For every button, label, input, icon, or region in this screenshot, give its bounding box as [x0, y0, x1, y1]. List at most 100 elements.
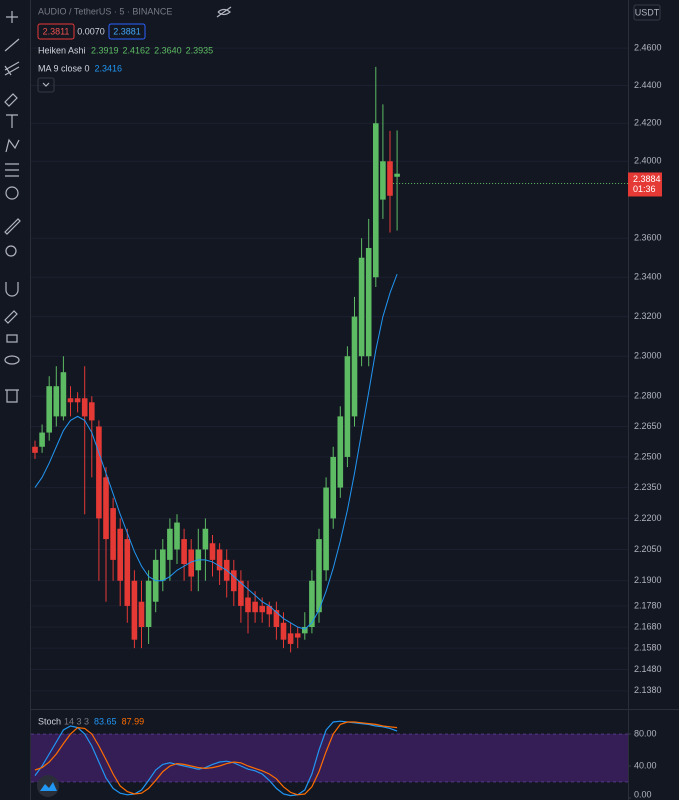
sell-box[interactable]	[37, 23, 75, 40]
candle-body	[174, 522, 180, 550]
logo[interactable]	[37, 775, 59, 797]
fib-tool[interactable]	[4, 61, 20, 76]
candle-body	[245, 597, 251, 613]
buy-box[interactable]	[108, 23, 146, 40]
candle-body	[181, 539, 187, 565]
candle-body	[131, 580, 138, 640]
candle-body	[46, 386, 52, 433]
y-tick-label: 2.3000	[634, 351, 662, 361]
y-tick-label: 2.1680	[634, 621, 662, 631]
zoom-tool[interactable]	[5, 245, 17, 257]
y-tick-label: 2.1900	[634, 575, 662, 585]
candle-body	[60, 372, 67, 417]
candle-body	[124, 539, 131, 606]
y-tick-label: 2.2500	[634, 451, 662, 461]
countdown: 01:36	[633, 184, 656, 194]
y-tick-label: 2.2650	[634, 421, 662, 431]
candle-body	[323, 487, 329, 571]
y-tick-label: 2.1380	[634, 685, 662, 695]
ma-line	[34, 273, 398, 630]
candle-body	[188, 549, 194, 577]
price-tag	[628, 172, 662, 197]
y-tick-label: 2.2350	[634, 482, 662, 492]
ma-name: MA 9 close 0	[38, 63, 90, 73]
stay-drawing-tool[interactable]	[4, 310, 18, 324]
candle-body	[266, 605, 273, 615]
stoch-line	[34, 720, 398, 797]
candle-body	[238, 580, 244, 606]
sell-price: 2.3811	[43, 26, 70, 36]
candle-body	[394, 173, 400, 177]
candle-body	[387, 161, 393, 196]
candle-body	[110, 508, 116, 560]
ohlc-value: 2.3935	[186, 45, 214, 55]
candle-body	[67, 398, 74, 403]
candle-body	[365, 247, 372, 357]
ohlc-value: 2.3919	[91, 45, 119, 55]
hide-tool[interactable]	[4, 355, 20, 365]
candle-body	[344, 356, 351, 457]
candle-body	[202, 528, 209, 550]
candle-body	[160, 549, 166, 581]
candle-body	[138, 601, 145, 627]
candle-body	[167, 528, 173, 560]
trendline-tool[interactable]	[4, 38, 20, 52]
candle-body	[32, 446, 38, 453]
candle-body	[373, 123, 379, 278]
candle-body	[273, 610, 280, 627]
candle-body	[53, 386, 60, 417]
y-tick-label: 2.3600	[634, 233, 662, 243]
buy-price: 2.3881	[113, 26, 141, 36]
candle-body	[330, 456, 336, 519]
ohlc-value: 2.3640	[154, 45, 182, 55]
y-tick-label: 2.4000	[634, 156, 662, 166]
candle-body	[259, 605, 265, 613]
text-tool[interactable]	[6, 114, 18, 128]
y-tick-label: 2.3400	[634, 272, 662, 282]
y-tick-label: 80.00	[634, 728, 657, 738]
y-tick-label: 2.2050	[634, 544, 662, 554]
emoji-tool[interactable]	[5, 186, 19, 200]
candle-body	[96, 426, 102, 519]
collapse-button[interactable]	[37, 77, 55, 93]
candle-body	[294, 633, 301, 638]
candle-body	[145, 580, 152, 627]
lock-tool[interactable]	[6, 334, 18, 343]
y-tick-label: 2.4600	[634, 43, 662, 53]
candle-body	[39, 432, 45, 447]
y-tick-label: 2.4400	[634, 80, 662, 90]
candle-body	[358, 257, 365, 357]
brush-tool[interactable]	[4, 93, 18, 107]
stoch-value: 87.99	[122, 716, 145, 726]
visibility-icon[interactable]	[216, 6, 232, 18]
ohlc-value: 2.4162	[123, 45, 151, 55]
prediction-tool[interactable]	[5, 163, 19, 177]
candle-body	[280, 622, 287, 640]
candle-body	[351, 316, 358, 417]
y-tick-label: 0.00	[634, 789, 652, 799]
candle-body	[81, 398, 88, 417]
y-tick-label: 40.00	[634, 760, 657, 770]
spread: 0.0070	[77, 26, 105, 36]
collapse-icon[interactable]	[42, 82, 50, 87]
y-tick-label: 2.1580	[634, 643, 662, 653]
candle-body	[287, 633, 294, 644]
ruler-tool[interactable]	[4, 218, 21, 235]
logo-mark	[40, 782, 57, 791]
candle-body	[231, 570, 237, 592]
stoch-line	[34, 721, 398, 796]
remove-tool[interactable]	[5, 389, 19, 403]
magnet-tool[interactable]	[5, 282, 19, 297]
y-tick-label: 2.4200	[634, 118, 662, 128]
pattern-tool[interactable]	[5, 138, 20, 153]
candle-body	[89, 402, 95, 421]
stoch-name: Stoch	[38, 716, 61, 726]
symbol-title: AUDIO / TetherUS · 5 · BINANCE	[38, 6, 172, 16]
crosshair-tool[interactable]	[6, 11, 18, 23]
candle-body	[309, 580, 315, 627]
candle-body	[103, 477, 109, 540]
candle-body	[117, 528, 123, 581]
